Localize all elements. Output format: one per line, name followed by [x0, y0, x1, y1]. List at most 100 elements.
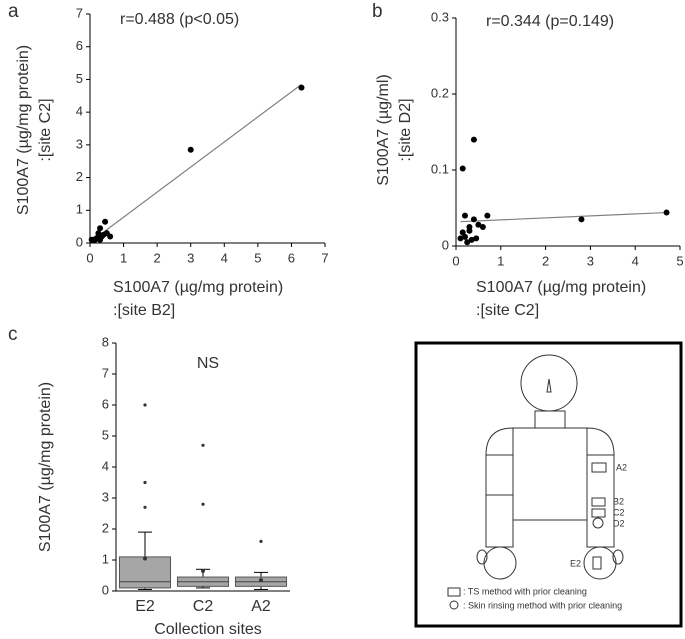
- legend-text: : Skin rinsing method with prior cleanin…: [463, 600, 622, 610]
- neck: [534, 410, 566, 429]
- annotation: NS: [197, 355, 219, 372]
- y-tick-label: 0: [442, 237, 449, 252]
- y-axis-label: S100A7 (µg/ml): [375, 74, 392, 185]
- mean: [259, 578, 263, 583]
- y-tick-label: 3: [76, 136, 83, 151]
- point: [88, 236, 95, 243]
- left-shoulder: [485, 427, 514, 456]
- y-axis-label: S100A7 (µg/mg protein): [15, 45, 32, 215]
- x-tick-label: 5: [676, 253, 683, 268]
- box: [118, 556, 172, 589]
- point: [298, 84, 305, 91]
- y-tick-label: 3: [102, 489, 109, 504]
- legend-symbol: [447, 587, 461, 597]
- y-tick-label: 4: [102, 458, 109, 473]
- y-tick-label: 0.3: [431, 9, 449, 24]
- x-axis-label: Collection sites: [154, 621, 262, 638]
- y-tick-label: 2: [102, 520, 109, 535]
- site-marker: [591, 462, 607, 473]
- site-marker: [592, 517, 604, 529]
- point: [473, 235, 480, 242]
- point: [578, 216, 585, 223]
- point: [97, 225, 104, 232]
- point: [466, 227, 473, 234]
- x-tick-label: 2: [542, 253, 549, 268]
- x-tick-label: 0: [86, 250, 93, 265]
- outlier: [259, 539, 263, 544]
- point: [663, 209, 670, 216]
- x-tick-label: 3: [187, 250, 194, 265]
- y-tick-label: 6: [76, 38, 83, 53]
- outlier: [201, 502, 205, 506]
- y-axis-label: :[site D2]: [397, 98, 414, 161]
- x-tick-label: 3: [587, 253, 594, 268]
- point: [187, 146, 194, 153]
- site-label: D2: [613, 518, 625, 528]
- y-axis-label: :[site C2]: [37, 98, 54, 161]
- x-tick-label: A2: [251, 598, 271, 615]
- annotation: r=0.488 (p<0.05): [120, 11, 239, 28]
- point: [484, 212, 491, 219]
- y-tick-label: 4: [76, 104, 83, 119]
- y-tick-label: 0: [76, 234, 83, 249]
- site-marker: [591, 497, 606, 507]
- x-axis-label: :[site B2]: [113, 302, 175, 319]
- point: [470, 216, 477, 223]
- site-label: E2: [570, 558, 581, 568]
- left-thumb: [476, 549, 488, 565]
- point: [475, 221, 482, 228]
- legend-symbol: [449, 600, 459, 610]
- x-tick-label: 4: [221, 250, 228, 265]
- fit-line: [460, 211, 667, 223]
- site-label: C2: [613, 507, 625, 517]
- outlier: [143, 480, 147, 485]
- left-hand: [483, 546, 517, 580]
- panel-label: a: [8, 1, 19, 22]
- left-upper-arm: [485, 454, 514, 496]
- right-thumb: [612, 549, 624, 565]
- site-marker: [592, 556, 602, 570]
- y-tick-label: 8: [102, 334, 109, 349]
- point: [464, 239, 471, 246]
- x-axis-label: :[site C2]: [476, 302, 539, 319]
- mean: [143, 556, 147, 561]
- diagram-frame: [414, 341, 683, 628]
- x-tick-label: 1: [120, 250, 127, 265]
- y-tick-label: 0.2: [431, 85, 449, 100]
- legend-text: : TS method with prior cleaning: [463, 586, 587, 596]
- x-tick-label: 0: [452, 253, 459, 268]
- x-tick-label: 2: [154, 250, 161, 265]
- site-label: A2: [616, 462, 627, 472]
- fit-line: [92, 83, 302, 241]
- panel-label: c: [8, 324, 18, 345]
- head: [520, 354, 578, 412]
- annotation: r=0.344 (p=0.149): [486, 13, 614, 30]
- site-marker: [591, 508, 606, 518]
- panel-label: b: [372, 1, 383, 22]
- y-tick-label: 7: [102, 365, 109, 380]
- point: [461, 233, 468, 240]
- x-axis-label: S100A7 (µg/mg protein): [113, 279, 283, 296]
- y-tick-label: 5: [102, 427, 109, 442]
- torso: [512, 427, 588, 521]
- x-tick-label: C2: [193, 598, 214, 615]
- site-label: B2: [613, 496, 624, 506]
- y-tick-label: 1: [102, 551, 109, 566]
- point: [459, 165, 466, 172]
- x-axis-label: S100A7 (µg/mg protein): [476, 279, 646, 296]
- x-tick-label: 1: [497, 253, 504, 268]
- y-tick-label: 0.1: [431, 161, 449, 176]
- outlier: [143, 505, 147, 509]
- y-axis-label: S100A7 (µg/mg protein): [37, 382, 54, 552]
- outlier: [143, 403, 147, 407]
- mean: [201, 568, 205, 573]
- right-hand: [583, 546, 617, 580]
- point: [100, 231, 107, 238]
- outlier: [201, 443, 205, 447]
- point: [461, 212, 468, 219]
- right-arm: [586, 454, 615, 548]
- point: [479, 224, 486, 230]
- point: [107, 233, 114, 240]
- nose: [546, 378, 552, 393]
